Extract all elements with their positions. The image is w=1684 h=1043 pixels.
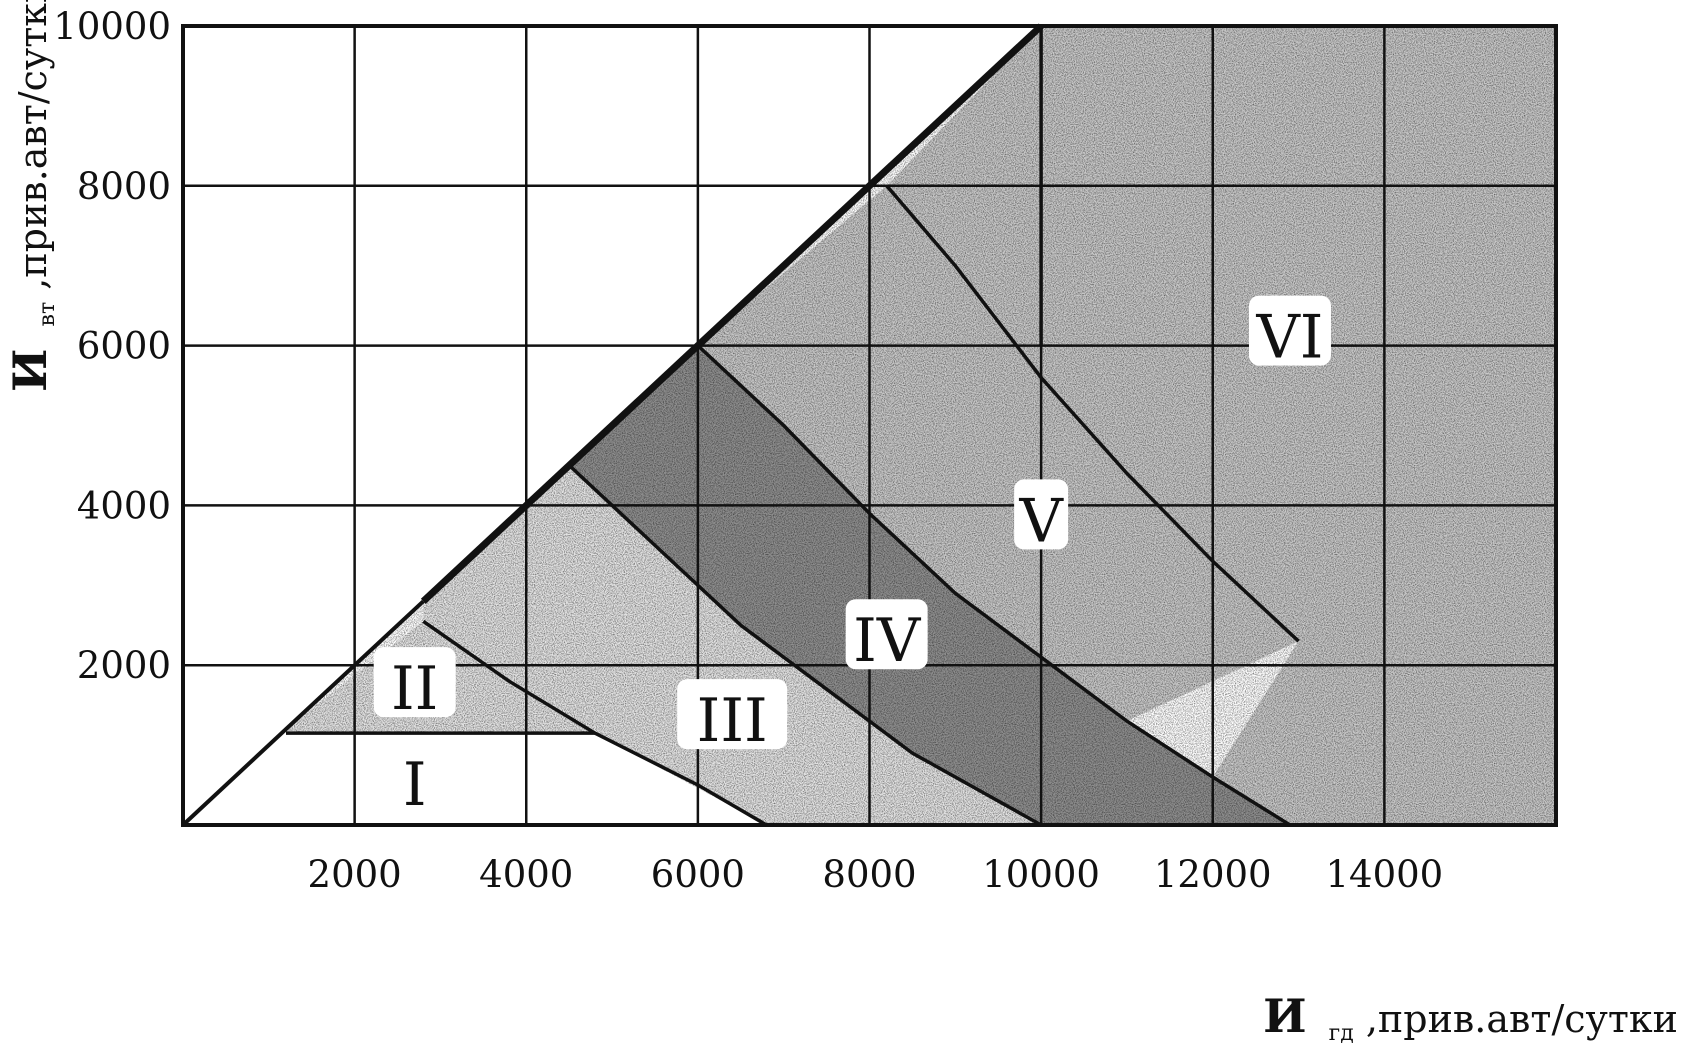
x-axis-title: И гд ,прив.авт/сутки: [1263, 989, 1678, 1043]
x-axis-title-unit: ,прив.авт/сутки: [1366, 997, 1678, 1041]
x-axis-title-main: И: [1263, 989, 1306, 1043]
region-label-vi: VI: [1255, 303, 1323, 373]
boundary-iv-v: [696, 344, 1291, 827]
region-label-box: [677, 679, 788, 750]
diagonal-line-lower: [181, 599, 425, 827]
region-label-box: [1014, 479, 1069, 550]
axis-titles: И гд ,прив.авт/сутки И вт ,прив.авт/сутк…: [3, 0, 1678, 1043]
y-axis-title-subscript: вт: [35, 302, 60, 327]
region-label-iv: IV: [853, 606, 922, 676]
x-tick-label: 12000: [1154, 853, 1272, 896]
x-tick-label: 6000: [651, 853, 745, 896]
y-axis-title-main: И: [3, 349, 57, 392]
tick-labels: 2000 4000 6000 8000 10000 12000 14000 2000 4000 6…: [53, 5, 1443, 896]
region-label-box: [373, 647, 456, 718]
y-axis-title-unit: ,прив.авт/сутки: [11, 0, 55, 290]
y-axis-title: И вт ,прив.авт/сутки: [3, 0, 63, 392]
speckle-fill: [286, 26, 1556, 825]
diagonal-line-upper: [420, 23, 1044, 604]
region-label-iii: III: [697, 686, 768, 756]
x-tick-label: 14000: [1326, 853, 1444, 896]
plot-frame: [181, 24, 1558, 827]
y-tick-label: 8000: [77, 165, 171, 208]
x-tick-label: 4000: [479, 853, 573, 896]
y-tick-label: 10000: [53, 5, 171, 48]
y-tick-label: 4000: [77, 484, 171, 527]
boundary-v-vi: [885, 184, 1300, 643]
region-label-i: I: [403, 750, 427, 820]
x-tick-label: 10000: [982, 853, 1100, 896]
boundary-iii-iv: [568, 464, 1042, 827]
x-axis-title-subscript: гд: [1329, 1021, 1354, 1043]
region-label-v: V: [1018, 486, 1064, 556]
speckle-texture: [286, 26, 1556, 825]
region-label-ii: II: [391, 654, 438, 724]
region-label-box: [845, 599, 928, 670]
region-label-box: [1248, 295, 1331, 366]
x-tick-label: 8000: [822, 853, 916, 896]
y-tick-label: 2000: [77, 644, 171, 687]
boundary-ii-iii: [422, 619, 768, 827]
x-tick-label: 2000: [308, 853, 402, 896]
y-tick-label: 6000: [77, 325, 171, 368]
boundary-lines: [181, 23, 1300, 827]
